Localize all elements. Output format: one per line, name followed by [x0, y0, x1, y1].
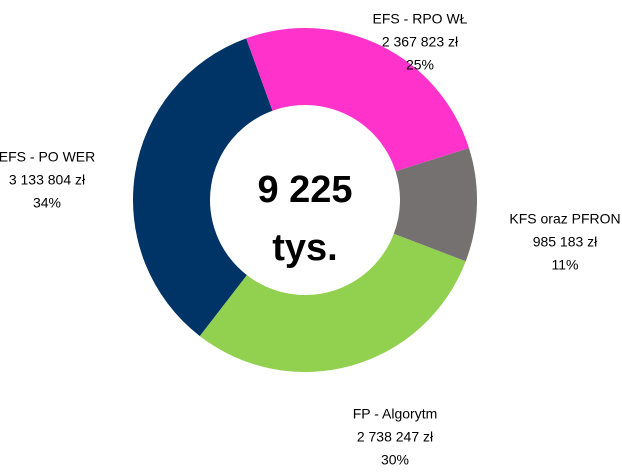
category-label: EFS - RPO WŁ [373, 11, 468, 27]
category-label: KFS oraz PFRON [509, 211, 620, 227]
donut-segment [133, 38, 273, 337]
center-label: tys. [272, 227, 337, 269]
value-label: 2 738 247 zł [357, 429, 434, 445]
value-label: 3 133 804 zł [9, 172, 86, 188]
category-label: FP - Algorytm [353, 406, 438, 422]
category-label: EFS - PO WER [0, 149, 95, 165]
percentage-label: 11% [552, 257, 579, 273]
value-label: 2 367 823 zł [382, 34, 459, 50]
donut-segment [199, 233, 466, 373]
value-label: 985 183 zł [533, 234, 598, 250]
center-label: 9 225 [257, 169, 352, 211]
donut-segment [393, 147, 477, 262]
percentage-label: 34% [33, 195, 61, 211]
donut-segment [246, 28, 469, 172]
percentage-label: 25% [406, 57, 434, 73]
percentage-label: 30% [381, 452, 409, 468]
